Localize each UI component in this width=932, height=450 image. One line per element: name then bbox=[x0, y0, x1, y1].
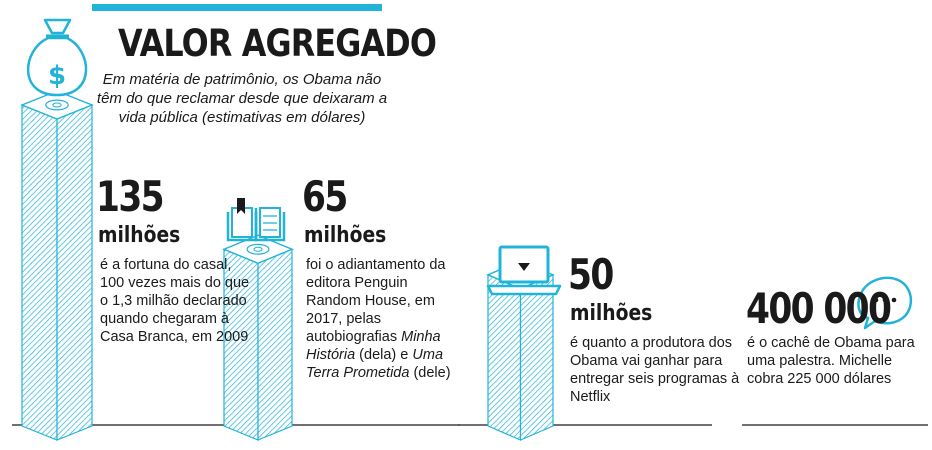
desc-400000: é o cachê de Obama para uma palestra. Mi… bbox=[747, 335, 915, 387]
value-400000: 400 000 bbox=[746, 284, 892, 333]
desc-50: é quanto a produtora dos Obama vai ganha… bbox=[570, 335, 740, 405]
unit-50: milhões bbox=[570, 301, 653, 326]
value-135: 135 bbox=[96, 172, 165, 221]
value-65: 65 bbox=[302, 172, 348, 221]
money-bag-icon: $ bbox=[26, 18, 88, 97]
value-50: 50 bbox=[568, 250, 614, 299]
title-accent-bar bbox=[92, 4, 382, 11]
money-stack-bar bbox=[222, 234, 294, 441]
money-stack-bar bbox=[20, 90, 94, 441]
svg-text:$: $ bbox=[48, 61, 66, 91]
desc-65: foi o adiantamento da editora Penguin Ra… bbox=[306, 257, 451, 381]
desc-135: é a fortuna do casal, 100 vezes mais do … bbox=[100, 257, 250, 345]
speech-bubble-icon bbox=[857, 276, 913, 330]
laptop-icon bbox=[486, 245, 562, 296]
book-icon bbox=[226, 198, 286, 242]
page-title: VALOR AGREGADO bbox=[118, 22, 437, 65]
unit-65: milhões bbox=[304, 223, 387, 248]
unit-135: milhões bbox=[98, 223, 181, 248]
page-subtitle: Em matéria de patrimônio, os Obama não t… bbox=[96, 71, 388, 126]
